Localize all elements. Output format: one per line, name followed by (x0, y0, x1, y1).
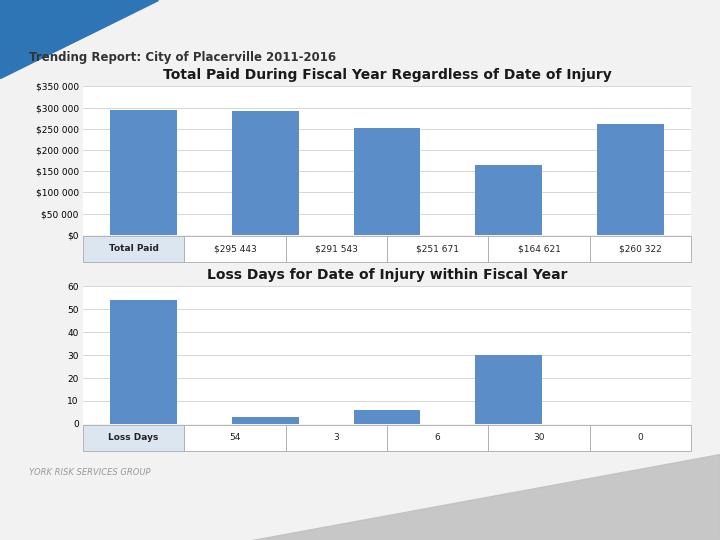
Bar (354, 410, 420, 424)
Bar (83, 236, 184, 262)
Bar (475, 165, 542, 235)
Bar (286, 236, 387, 262)
Text: $291 543: $291 543 (315, 245, 358, 253)
Text: $251 671: $251 671 (416, 245, 459, 253)
Text: Total Paid: Total Paid (109, 245, 158, 253)
Polygon shape (0, 0, 158, 78)
Bar (232, 111, 299, 235)
Bar (387, 236, 488, 262)
Text: $260 322: $260 322 (619, 245, 662, 253)
Text: 3: 3 (333, 434, 339, 442)
Bar (184, 236, 286, 262)
Bar (354, 128, 420, 235)
Bar (184, 425, 286, 451)
Text: $164 621: $164 621 (518, 245, 561, 253)
Text: 0: 0 (638, 434, 644, 442)
Text: 54: 54 (229, 434, 240, 442)
Text: Trending Report: City of Placerville 2011-2016: Trending Report: City of Placerville 201… (29, 51, 336, 64)
Bar (232, 417, 299, 424)
Text: 30: 30 (534, 434, 545, 442)
Bar (110, 110, 177, 235)
Bar (286, 425, 387, 451)
Bar (590, 425, 691, 451)
Bar (387, 425, 488, 451)
Text: Loss Days: Loss Days (108, 434, 158, 442)
Bar (488, 425, 590, 451)
Bar (83, 425, 184, 451)
Bar (597, 124, 664, 235)
Bar (475, 355, 542, 424)
Bar (488, 236, 590, 262)
Polygon shape (252, 454, 720, 540)
Bar (590, 236, 691, 262)
Text: $295 443: $295 443 (214, 245, 256, 253)
Text: YORK RISK SERVICES GROUP: YORK RISK SERVICES GROUP (29, 468, 150, 477)
Bar (110, 300, 177, 424)
Text: 6: 6 (435, 434, 441, 442)
Title: Loss Days for Date of Injury within Fiscal Year: Loss Days for Date of Injury within Fisc… (207, 268, 567, 282)
Title: Total Paid During Fiscal Year Regardless of Date of Injury: Total Paid During Fiscal Year Regardless… (163, 69, 611, 83)
